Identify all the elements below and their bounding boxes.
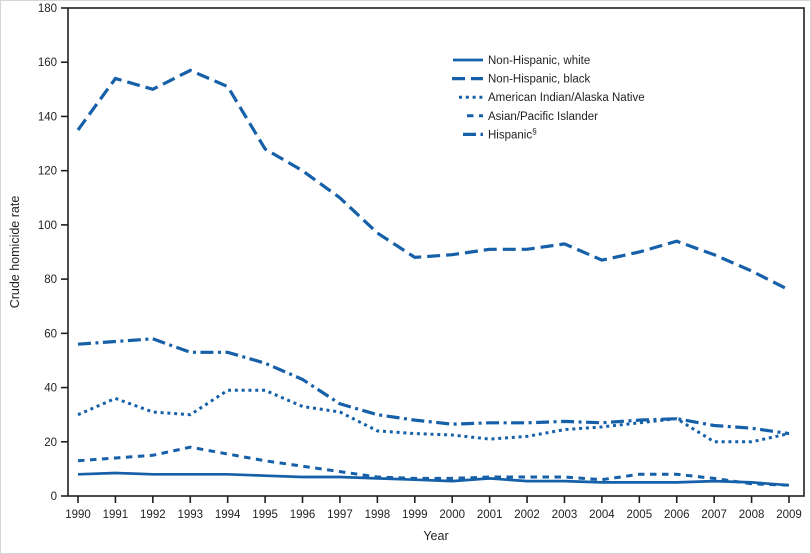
x-tick-label: 2003 (552, 509, 578, 521)
legend-item-non-hispanic-black: Non-Hispanic, black (452, 74, 591, 86)
y-axis-title: Crude homicide rate (8, 195, 22, 309)
series-line-american-indian-alaska-native (77, 388, 790, 444)
series-line-hispanic (77, 337, 790, 436)
x-tick-label: 1992 (140, 509, 166, 521)
series-line-non-hispanic-black (76, 68, 790, 292)
x-tick-label: 1997 (327, 509, 353, 521)
x-tick-label: 1996 (290, 509, 316, 521)
legend-label: Non-Hispanic, black (488, 74, 591, 86)
axes (67, 7, 805, 497)
legend-label: Non-Hispanic, white (488, 55, 590, 67)
y-tick-label: 40 (44, 383, 57, 395)
x-tick-label: 2009 (776, 509, 802, 521)
x-tick-label: 1991 (103, 509, 129, 521)
legend-label: Hispanic§ (488, 126, 537, 142)
x-tick-label: 2002 (514, 509, 540, 521)
x-axis-title: Year (423, 529, 449, 543)
x-tick-label: 2005 (627, 509, 653, 521)
x-tick-label: 2008 (739, 509, 765, 521)
x-axis-ticks: 1990 1991 1992 1993 1994 1995 1996 1997 1998 1999… (65, 496, 802, 521)
legend-label: American Indian/Alaska Native (488, 92, 645, 104)
legend-label: Asian/Pacific Islander (488, 111, 598, 123)
x-tick-label: 1999 (402, 509, 428, 521)
x-tick-label: 2004 (589, 509, 615, 521)
y-tick-label: 180 (38, 3, 57, 15)
legend-item-non-hispanic-white: Non-Hispanic, white (453, 55, 590, 67)
y-tick-label: 120 (38, 166, 57, 178)
series-lines (76, 68, 790, 487)
y-tick-label: 20 (44, 437, 57, 449)
x-tick-label: 2007 (701, 509, 727, 521)
y-tick-label: 140 (38, 111, 57, 123)
y-tick-label: 160 (38, 57, 57, 69)
y-tick-label: 80 (44, 274, 57, 286)
series-line-non-hispanic-white (77, 471, 790, 487)
x-tick-label: 1993 (177, 509, 203, 521)
legend-item-hispanic: Hispanic§ (463, 126, 537, 142)
y-tick-label: 0 (51, 491, 57, 503)
x-tick-label: 1998 (365, 509, 391, 521)
x-tick-label: 2006 (664, 509, 690, 521)
y-tick-label: 60 (44, 328, 57, 340)
x-tick-label: 1990 (65, 509, 91, 521)
legend-item-asian-pacific-islander: Asian/Pacific Islander (467, 111, 598, 123)
legend-item-american-indian-alaska-native: American Indian/Alaska Native (459, 92, 645, 104)
x-tick-label: 2001 (477, 509, 503, 521)
x-tick-label: 1994 (215, 509, 241, 521)
x-tick-label: 1995 (252, 509, 278, 521)
y-tick-label: 100 (38, 220, 57, 232)
y-axis-ticks: 0 20 40 60 80 100 120 140 160 180 (38, 3, 68, 503)
x-tick-label: 2000 (439, 509, 465, 521)
legend: Non-Hispanic, white Non-Hispanic, black Am… (452, 55, 645, 141)
